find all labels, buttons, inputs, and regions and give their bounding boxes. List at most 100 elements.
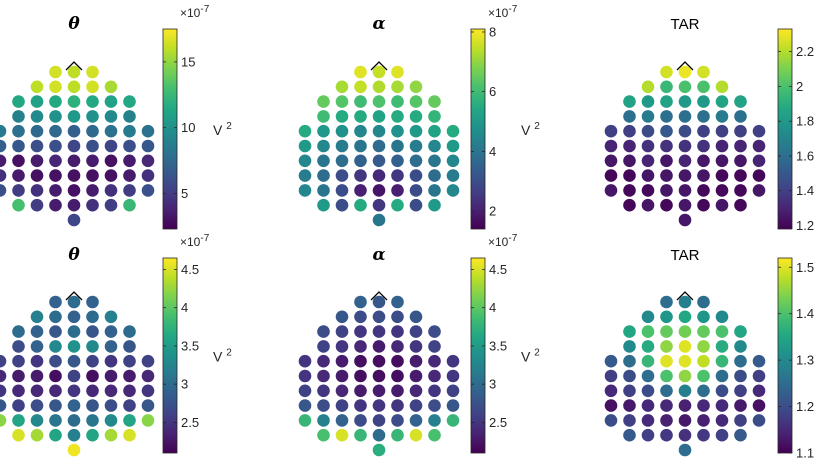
colorbar-tick-label: 4.5 xyxy=(489,262,507,277)
electrode-dot xyxy=(391,124,404,138)
electrode-dot xyxy=(49,399,62,412)
electrode-dot xyxy=(697,384,710,398)
electrode-dot xyxy=(49,354,62,368)
electrode-dot xyxy=(317,124,330,138)
electrode-dot xyxy=(298,124,312,138)
electrode-dot xyxy=(317,198,330,212)
electrode-dot xyxy=(678,340,692,353)
electrode-dot xyxy=(12,184,25,197)
electrode-dot xyxy=(660,65,673,79)
electrode-dot xyxy=(678,443,692,457)
colorbar-tick-label: 1.2 xyxy=(796,218,814,233)
electrode-dot xyxy=(715,414,729,427)
electrode-dot xyxy=(660,369,673,383)
panel-1: θ 5 10 15 ×10-7 V 2 xyxy=(0,4,232,230)
electrode-dot xyxy=(678,184,692,197)
electrode-dot xyxy=(12,340,25,353)
panel-2: α 2 4 6 8 ×10-7 V 2 xyxy=(298,4,540,230)
electrode-dot xyxy=(49,428,62,442)
electrode-dot xyxy=(409,428,423,442)
electrode-dot xyxy=(12,95,25,108)
electrode-dot xyxy=(697,124,710,138)
colorbar-tick-label: 2 xyxy=(489,204,496,219)
electrode-dot xyxy=(641,169,655,182)
electrode-dot xyxy=(752,184,766,197)
electrode-dot xyxy=(30,124,44,138)
electrode-dot xyxy=(86,399,99,412)
electrode-dot xyxy=(697,80,710,94)
electrode-dot xyxy=(86,428,99,442)
electrode-dot xyxy=(391,414,404,427)
electrode-dot xyxy=(428,169,441,182)
electrode-dot xyxy=(641,369,655,383)
electrode-dot xyxy=(678,154,692,168)
colorbar-tick-label: 1.4 xyxy=(796,306,814,321)
electrode-dot xyxy=(641,325,655,338)
electrode-dot xyxy=(30,110,44,123)
electrode-dot xyxy=(298,154,312,168)
electrode-dot xyxy=(372,213,386,227)
electrode-dot xyxy=(697,414,710,427)
colorbar-exponent: ×10-7 xyxy=(180,233,210,249)
electrode-dot xyxy=(446,184,460,197)
electrode-dot xyxy=(30,414,44,427)
electrode-dot xyxy=(734,340,747,353)
electrode-dot xyxy=(697,340,710,353)
electrode-dot xyxy=(428,384,441,398)
electrode-dot xyxy=(354,110,367,123)
electrode-dot xyxy=(446,399,460,412)
electrode-dot xyxy=(678,169,692,182)
colorbar-tick-label: 4 xyxy=(489,300,496,315)
electrode-dot xyxy=(660,80,673,94)
electrode-dot xyxy=(641,95,655,108)
electrode-dot xyxy=(0,184,7,197)
electrode-dot xyxy=(354,428,367,442)
electrode-dot xyxy=(67,184,81,197)
electrode-dot xyxy=(123,325,136,338)
electrode-dot xyxy=(428,369,441,383)
electrode-dot xyxy=(123,154,136,168)
colorbar-tick-label: 4 xyxy=(489,144,496,159)
electrode-dot xyxy=(678,139,692,153)
electrode-dot xyxy=(446,169,460,182)
electrode-dot xyxy=(623,198,636,212)
electrode-dot xyxy=(660,325,673,338)
electrode-dot xyxy=(104,124,118,138)
electrode-dot xyxy=(752,169,766,182)
panel-title: α xyxy=(372,14,385,34)
electrode-dot xyxy=(660,384,673,398)
electrode-dot xyxy=(752,154,766,168)
electrode-dot xyxy=(409,414,423,427)
electrode-dot xyxy=(335,310,349,324)
electrode-dot xyxy=(372,110,386,123)
electrode-dot xyxy=(86,310,99,324)
colorbar xyxy=(162,257,178,454)
electrode-dot xyxy=(623,95,636,108)
electrode-dot xyxy=(298,384,312,398)
electrode-dot xyxy=(678,310,692,324)
electrode-dot xyxy=(715,139,729,153)
panel-4: θ 2.5 3 3.5 4 4.5 ×10-7 V 2 xyxy=(0,233,232,457)
colorbar xyxy=(162,28,178,230)
electrode-dot xyxy=(715,198,729,212)
electrode-dot xyxy=(67,110,81,123)
electrode-dot xyxy=(715,154,729,168)
electrode-dot xyxy=(409,399,423,412)
electrode-dot xyxy=(678,428,692,442)
electrode-dot xyxy=(697,310,710,324)
electrode-dot xyxy=(12,354,25,368)
electrode-dot xyxy=(409,154,423,168)
electrode-dot xyxy=(604,414,618,427)
electrode-dot xyxy=(67,213,81,227)
electrode-dot xyxy=(86,154,99,168)
colorbar-tick-label: 1.2 xyxy=(796,399,814,414)
electrode-dot xyxy=(86,340,99,353)
electrode-dot xyxy=(86,354,99,368)
colorbar-tick-label: 10 xyxy=(181,120,195,135)
electrode-dot xyxy=(335,369,349,383)
electrode-dot xyxy=(317,184,330,197)
electrode-dot xyxy=(372,95,386,108)
electrode-dot xyxy=(604,384,618,398)
electrode-dot xyxy=(660,198,673,212)
electrode-dot xyxy=(678,198,692,212)
